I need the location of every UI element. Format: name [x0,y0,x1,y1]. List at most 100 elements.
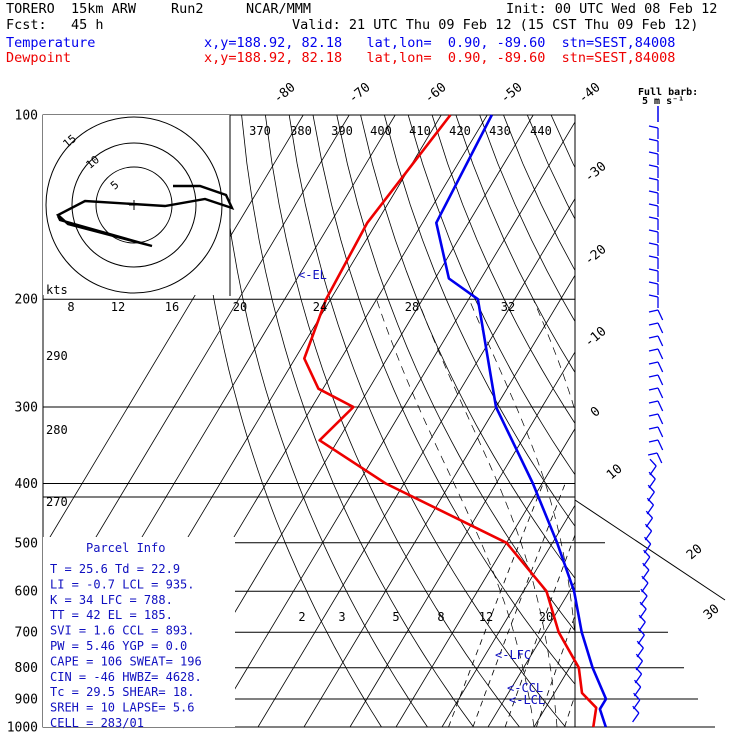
sounding-profiles [303,114,608,728]
parcel-info-row: CAPE = 106 SWEAT= 196 [50,654,202,668]
moist-adiabat [417,299,558,727]
parcel-info-row: CELL = 283/01 [50,716,144,730]
isotherm-line [672,115,740,727]
theta-e-label: 420 [449,124,471,138]
level-marker: <-LFC [495,648,531,662]
wind-barb [648,255,659,269]
wind-barb [648,361,664,373]
barb-legend: Full barb: [638,87,698,98]
forecast-hour: Fcst: 45 h [6,17,104,33]
theta-e-label: 400 [370,124,392,138]
wind-barb [648,164,659,178]
pressure-label: 600 [15,585,38,600]
wind-barb [648,229,659,243]
run-label: Run2 [171,1,204,17]
parcel-info-panel: Parcel Info T = 25.6 Td = 22.9LI = -0.7 … [43,537,235,730]
mixing-ratio-label: 3 [338,610,345,624]
isotherm-line [487,581,575,727]
parcel-info-row: Tc = 29.5 SHEAR= 18. [50,685,195,699]
wind-barb [648,138,659,152]
dry-adiabat-label: 290 [46,349,68,363]
plot-frame [42,114,576,728]
isotherm-label: 0 [588,404,604,421]
wind-barb [648,242,659,256]
pressure-label: 100 [15,109,38,124]
parcel-info-row: SREH = 10 LAPSE= 5.6 [50,701,195,715]
wind-barb [648,335,664,347]
dry-adiabat [241,115,474,727]
wind-barb [648,151,659,165]
isotherm-label: -10 [582,324,610,351]
moist-adiabat [468,299,575,640]
wind-barb [648,400,664,412]
isotherm-line [349,351,575,727]
wind-barb [632,705,640,723]
isotherm-line [257,197,575,727]
pressure-label: 800 [15,661,38,676]
isotherm-line [718,115,740,727]
isotherm-line [395,427,575,727]
isotherm-line [303,274,575,727]
isotherm-label: -70 [346,80,374,107]
level-marker: <-LCL [509,693,545,707]
pressure-label: 700 [15,626,38,641]
wind-column-edge [574,499,726,601]
isotherm-line [441,504,575,727]
wind-barb [648,439,664,451]
dry-adiabat [646,115,740,727]
model-title: TORERO 15km ARW [6,1,137,17]
dry-adiabat [407,115,575,476]
wind-barb [648,309,664,321]
wind-barb [648,374,664,386]
theta-e-label: 410 [409,124,431,138]
parcel-info-title: Parcel Info [86,541,165,555]
parcel-info-row: PW = 5.46 YGP = 0.0 [50,639,187,653]
theta-e-label: 390 [331,124,353,138]
pressure-label: 200 [15,293,38,308]
isotherm-line [533,657,575,727]
dry-adiabat [455,115,575,374]
moist-adiabat [606,299,635,727]
parcel-info-row: TT = 42 EL = 185. [50,608,173,622]
temperature-legend-label: Temperature [6,35,96,51]
mixing-ratio-label: 12 [479,610,493,624]
dry-adiabat [217,115,428,727]
mixing-ratio-label: 8 [437,610,444,624]
wind-barb [647,452,663,464]
temperature-profile [435,114,608,728]
dewpoint-legend-label: Dewpoint [6,50,72,66]
mixing-ratio-label: 28 [405,300,419,314]
dry-adiabat [288,115,566,727]
theta-e-label: 430 [489,124,511,138]
level-marker: <-EL [298,268,327,282]
dry-adiabat [193,115,382,727]
valid-time: Valid: 21 UTC Thu 09 Feb 12 (15 CST Thu … [292,17,699,33]
isotherm-line [580,115,740,727]
mixing-ratio-label: 2 [298,610,305,624]
mixing-ratio-label: 20 [233,300,247,314]
wind-barb [648,268,659,282]
isotherm-label: -40 [576,80,604,107]
wind-barbs: Full barb:5 m s⁻¹ [632,87,698,723]
mixing-ratio-label: 16 [165,300,179,314]
wind-barb [648,294,659,308]
theta-e-label: 370 [249,124,271,138]
dewpoint-profile [303,114,598,728]
wind-barb [648,413,664,425]
init-time: Init: 00 UTC Wed 08 Feb 12 [506,1,718,17]
dry-adiabat [360,115,575,579]
wind-barb [648,387,664,399]
dry-adiabat [431,115,575,425]
wind-barb [648,426,664,438]
isotherm-label: -80 [271,80,299,107]
parcel-info-row: T = 25.6 Td = 22.9 [50,562,180,576]
mixing-ratio-label: 12 [111,300,125,314]
isotherm-line [626,115,740,727]
mixing-ratio-line [536,614,575,727]
temperature-location-info: x,y=188.92, 82.18 lat,lon= 0.90, -89.60 … [204,35,676,51]
mixing-ratio-label: 32 [501,300,515,314]
dry-adiabat [503,115,575,272]
dry-adiabat [550,115,575,169]
